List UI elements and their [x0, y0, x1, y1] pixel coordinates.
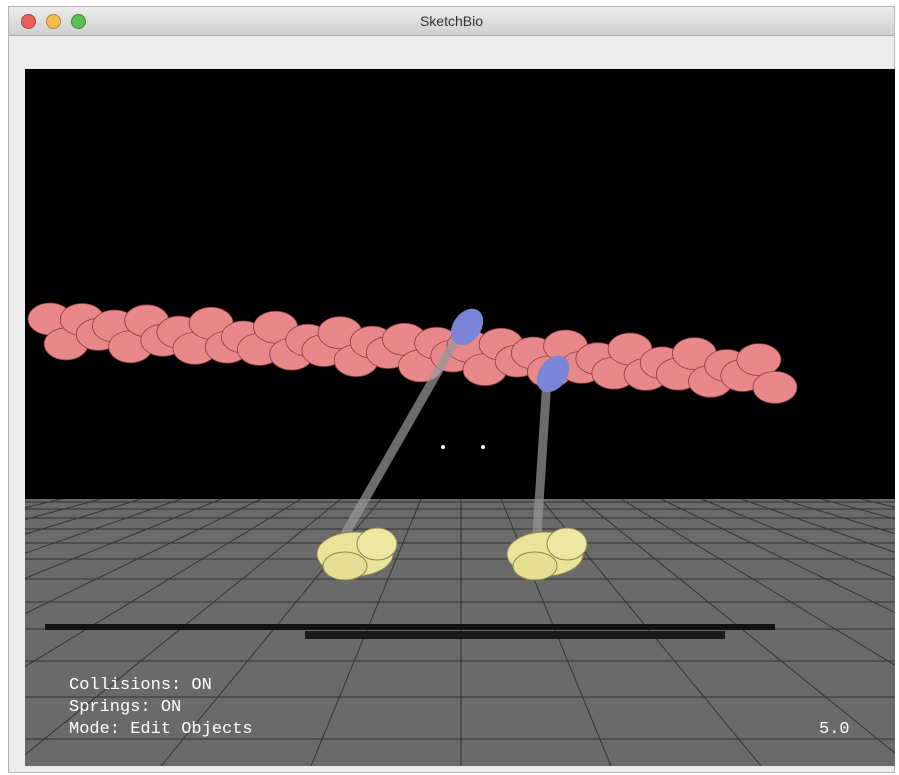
floor-line: [25, 498, 222, 579]
app-window: SketchBio Collisions: ON Springs: ON Mod…: [8, 6, 895, 773]
floor-line: [580, 498, 895, 754]
floor-line: [25, 498, 182, 554]
floor-line: [620, 498, 895, 666]
shadow-strip: [45, 624, 775, 630]
collisions-status: Collisions: ON: [69, 676, 212, 695]
shadow-strip: [305, 631, 725, 639]
window-title: SketchBio: [419, 13, 484, 29]
floor-line: [25, 498, 262, 615]
viewport: Collisions: ON Springs: ON Mode: Edit Ob…: [25, 69, 895, 766]
filament: [27, 302, 798, 404]
floor-line: [740, 498, 895, 553]
cursor-dot: [481, 445, 485, 449]
binding-protein: [536, 355, 570, 393]
close-button[interactable]: [21, 14, 36, 29]
floor-line: [25, 498, 302, 668]
floor-line: [700, 498, 895, 579]
floor-line: [25, 498, 342, 756]
motor-protein: [322, 551, 368, 581]
actin-subunit: [752, 370, 798, 404]
rods: [316, 308, 588, 581]
cursor-dot: [441, 445, 445, 449]
binding-protein: [450, 308, 484, 346]
motor-protein: [356, 527, 398, 561]
floor-line: [660, 498, 895, 614]
scale-value: 5.0: [819, 720, 850, 739]
spring-rod: [341, 321, 469, 537]
motor-protein: [546, 527, 588, 561]
springs-status: Springs: ON: [69, 698, 181, 717]
mode-status: Mode: Edit Objects: [69, 720, 253, 739]
motor-protein: [512, 551, 558, 581]
spring-rod: [532, 378, 552, 535]
minimize-button[interactable]: [46, 14, 61, 29]
actin-subunit: [736, 343, 782, 377]
zoom-button[interactable]: [71, 14, 86, 29]
shadow: [45, 624, 775, 639]
title-bar: SketchBio: [9, 7, 894, 36]
